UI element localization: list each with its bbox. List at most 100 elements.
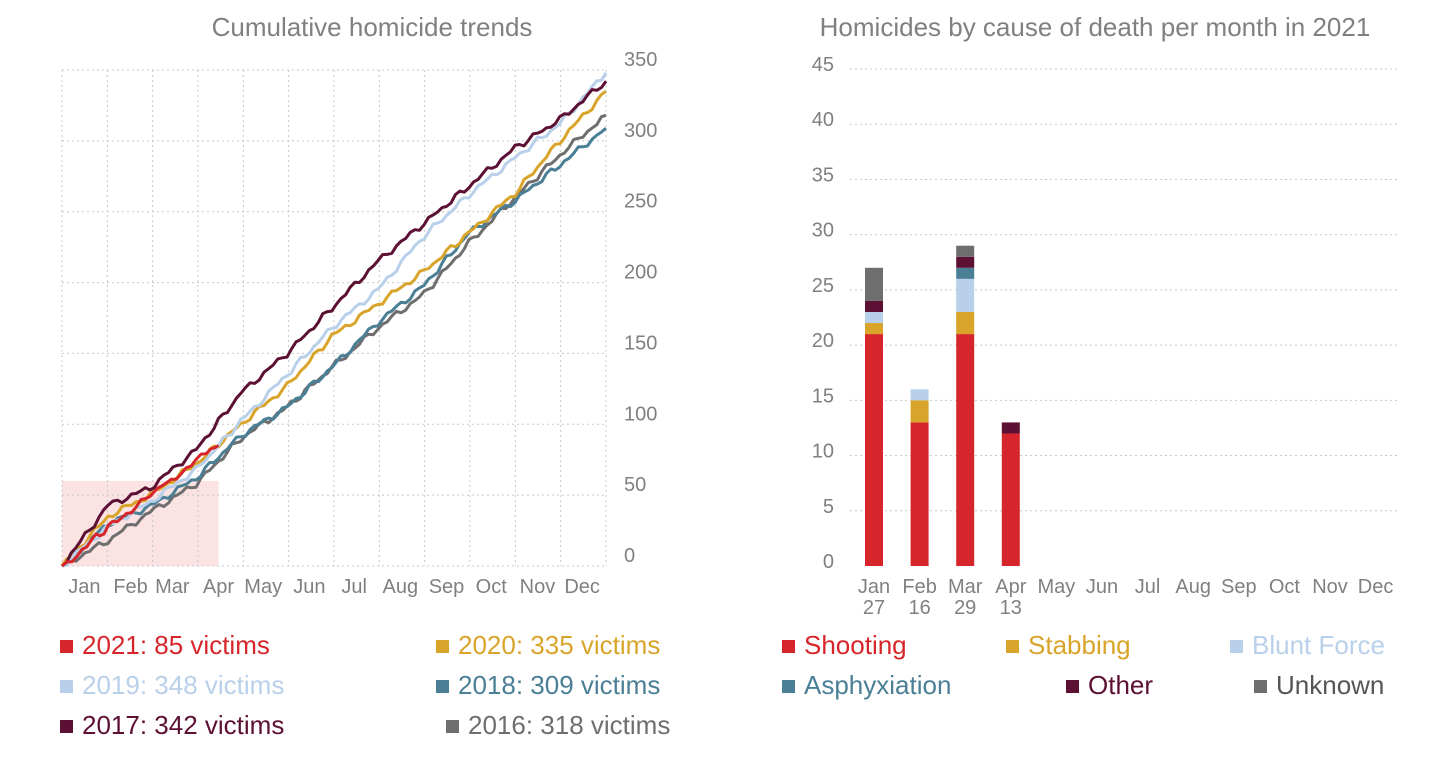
left-y-tick-label: 250: [624, 191, 657, 213]
bar-segment-stabbing: [910, 400, 929, 423]
legend-label: Other: [1088, 670, 1154, 700]
left-x-tick-label: Aug: [383, 576, 419, 598]
left-y-tick-label: 300: [624, 120, 657, 142]
left-x-tick-label: Apr: [203, 576, 234, 598]
left-y-tick-label: 50: [624, 474, 646, 496]
cumulative-trends-chart: Cumulative homicide trends 0 50 100 150 200 2…: [60, 12, 657, 598]
bar-segment-asphyxiation: [956, 267, 975, 279]
legend-item-2019: 2019: 348 victims: [60, 670, 284, 700]
legend-label: Blunt Force: [1252, 630, 1385, 660]
legend-label: 2020: 335 victims: [458, 630, 661, 660]
bar-segment-unknown: [865, 267, 883, 301]
right-y-tick-label: 25: [812, 275, 834, 297]
bar-segment-blunt-force: [865, 311, 883, 324]
bar-segment-shooting: [1001, 433, 1020, 566]
legend-swatch: [60, 680, 73, 693]
right-x-tick-label: Jul: [1135, 576, 1161, 598]
bar-segment-other: [956, 256, 975, 268]
left-x-tick-label: Jun: [293, 576, 325, 598]
left-x-tick-label: Feb: [113, 576, 147, 598]
right-x-tick-label: Jun: [1086, 576, 1118, 598]
legend-item-unknown: Unknown: [1254, 670, 1384, 700]
legend-item-2017: 2017: 342 victims: [60, 710, 284, 740]
line-series-2019: [61, 72, 608, 568]
right-x-tick-label: Sep: [1221, 576, 1257, 598]
legend-label: 2017: 342 victims: [82, 710, 285, 740]
legend-item-blunt-force: Blunt Force: [1230, 630, 1385, 660]
line-series-2020: [60, 90, 607, 567]
left-x-tick-label: Oct: [476, 576, 508, 598]
right-y-tick-label: 35: [812, 164, 834, 186]
bar-segment-blunt-force: [910, 389, 929, 401]
left-y-tick-label: 0: [624, 545, 635, 567]
legend-item-stabbing: Stabbing: [1006, 630, 1131, 660]
left-x-tick-label: Nov: [520, 576, 556, 598]
legend-swatch: [782, 680, 795, 693]
right-y-tick-label: 5: [823, 496, 834, 518]
bar-segment-shooting: [956, 334, 975, 566]
legend-label: 2018: 309 victims: [458, 670, 661, 700]
legend-item-asphyxiation: Asphyxiation: [782, 670, 951, 700]
right-y-tick-label: 45: [812, 54, 834, 76]
legend-swatch: [1230, 640, 1243, 653]
bar-segment-unknown: [956, 245, 975, 257]
legend-item-other: Other: [1066, 670, 1153, 700]
left-y-tick-label: 200: [624, 262, 657, 284]
right-x-tick-label: Nov: [1312, 576, 1348, 598]
right-y-tick-label: 30: [812, 220, 834, 242]
legend-swatch: [1066, 680, 1079, 693]
legend-item-2020: 2020: 335 victims: [436, 630, 660, 660]
left-x-tick-label: Jul: [341, 576, 367, 598]
legend-swatch: [1006, 640, 1019, 653]
right-x-tick-label: Jan 27: [858, 576, 890, 619]
legend-swatch: [60, 720, 73, 733]
legend-label: Unknown: [1276, 670, 1385, 700]
legend-swatch: [782, 640, 795, 653]
legend-item-shooting: Shooting: [782, 630, 907, 660]
legend-swatch: [1254, 680, 1267, 693]
legend-swatch: [446, 720, 459, 733]
right-x-tick-label: Feb 16: [902, 576, 936, 619]
legend-label: 2019: 348 victims: [82, 670, 285, 700]
legend-label: 2021: 85 victims: [82, 630, 270, 660]
legend-label: 2016: 318 victims: [468, 710, 671, 740]
cause-of-death-chart: Homicides by cause of death per month in…: [812, 12, 1398, 619]
line-series-2021: [61, 444, 220, 568]
bar-segment-other: [865, 300, 883, 312]
right-x-tick-label: Aug: [1175, 576, 1211, 598]
bar-segment-blunt-force: [956, 278, 975, 312]
left-y-tick-label: 350: [624, 49, 657, 71]
bar-segment-shooting: [910, 422, 929, 566]
legend-label: Stabbing: [1028, 630, 1131, 660]
left-chart-title: Cumulative homicide trends: [212, 12, 533, 42]
right-x-tick-label: May: [1038, 576, 1076, 598]
left-x-tick-label: Jan: [68, 576, 100, 598]
left-y-tick-label: 100: [624, 403, 657, 425]
left-x-tick-label: Mar: [155, 576, 190, 598]
legend-swatch: [436, 680, 449, 693]
legend-item-2016: 2016: 318 victims: [446, 710, 670, 740]
legend-label: Asphyxiation: [804, 670, 952, 700]
right-x-tick-label: Dec: [1358, 576, 1394, 598]
right-y-tick-label: 15: [812, 385, 834, 407]
left-x-tick-label: Sep: [429, 576, 465, 598]
right-y-tick-label: 10: [812, 441, 834, 463]
right-x-tick-label: Apr 13: [995, 576, 1026, 619]
legend-swatch: [60, 640, 73, 653]
right-x-tick-label: Mar 29: [948, 576, 983, 619]
bar-segment-stabbing: [956, 311, 975, 335]
bar-segment-other: [1001, 422, 1020, 434]
bar-segment-shooting: [865, 334, 883, 566]
bar-segment-stabbing: [865, 323, 883, 335]
right-y-tick-label: 40: [812, 109, 834, 131]
line-series-2017: [61, 80, 608, 568]
legend-label: Shooting: [804, 630, 907, 660]
left-x-tick-label: Dec: [564, 576, 600, 598]
right-chart-title: Homicides by cause of death per month in…: [820, 12, 1371, 42]
left-y-tick-label: 150: [624, 332, 657, 354]
line-series-2018: [60, 126, 607, 568]
right-y-tick-label: 20: [812, 330, 834, 352]
legend-item-2021: 2021: 85 victims: [60, 630, 270, 660]
legend-item-2018: 2018: 309 victims: [436, 670, 660, 700]
left-x-tick-label: May: [244, 576, 282, 598]
